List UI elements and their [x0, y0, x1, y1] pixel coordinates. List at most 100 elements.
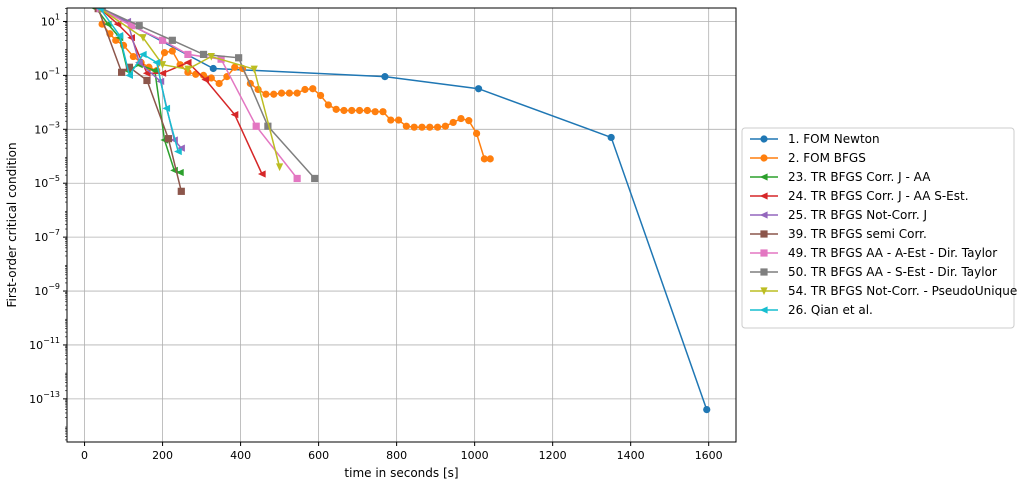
legend-label: 54. TR BFGS Not-Corr. - PseudoUnique	[788, 284, 1017, 298]
legend-label: 2. FOM BFGS	[788, 151, 866, 165]
data-point	[486, 155, 494, 163]
data-point	[441, 122, 449, 130]
data-point	[355, 106, 364, 115]
data-point	[301, 85, 309, 94]
data-point	[703, 405, 711, 414]
data-point	[418, 123, 426, 131]
data-point	[199, 71, 208, 79]
data-point	[293, 89, 301, 97]
data-point	[394, 116, 403, 124]
legend: 1. FOM Newton 2. FOM BFGS 23. TR BFGS Corr…	[741, 127, 1017, 329]
data-point	[285, 89, 293, 97]
data-point	[201, 75, 210, 84]
legend-item: 25. TR BFGS Not-Corr. J	[750, 208, 927, 222]
legend-item: 26. Qian et al.	[750, 303, 873, 317]
data-point	[262, 90, 270, 98]
data-point	[250, 65, 258, 74]
series-10	[96, 8, 182, 156]
series-line	[99, 8, 708, 410]
y-tick-label: 10−9	[34, 282, 60, 298]
data-point	[607, 133, 615, 142]
data-point	[324, 101, 332, 109]
data-point	[235, 54, 243, 62]
data-point	[379, 108, 387, 116]
x-tick-label: 1000	[461, 449, 489, 462]
data-point	[164, 135, 173, 143]
series-line	[99, 8, 281, 168]
x-tick-label: 0	[81, 449, 88, 462]
data-point	[184, 65, 192, 74]
data-point	[449, 118, 457, 127]
y-tick-label: 10−13	[29, 390, 60, 406]
legend-marker	[760, 249, 768, 257]
series-layer	[92, 8, 711, 414]
data-point	[135, 22, 143, 30]
legend-item: 23. TR BFGS Corr. J - AA	[750, 170, 931, 184]
y-tick-label: 10−3	[34, 120, 60, 136]
series-line	[97, 8, 183, 192]
legend-marker	[760, 230, 768, 238]
data-point	[410, 123, 418, 131]
data-point	[96, 8, 104, 13]
legend-marker	[760, 287, 768, 296]
data-point	[402, 122, 410, 130]
data-point	[158, 61, 167, 69]
data-point	[433, 123, 442, 131]
data-point	[177, 144, 185, 152]
x-axis-label: time in seconds [s]	[344, 466, 458, 480]
data-point	[183, 58, 192, 67]
data-point	[115, 31, 124, 40]
data-point	[158, 36, 167, 44]
y-tick-label: 10−1	[34, 66, 60, 82]
data-point	[371, 108, 379, 116]
y-tick-label: 101	[41, 12, 60, 28]
data-point	[168, 36, 176, 44]
legend-box	[741, 127, 1015, 329]
data-point	[474, 85, 483, 93]
legend-item: 1. FOM Newton	[750, 132, 880, 146]
data-point	[277, 89, 286, 97]
data-point	[270, 90, 278, 98]
data-point	[332, 105, 340, 113]
data-point	[457, 114, 465, 123]
data-point	[316, 91, 325, 100]
x-tick-label: 1400	[617, 449, 645, 462]
data-point	[152, 58, 161, 67]
data-point	[158, 69, 167, 77]
series-1	[96, 8, 711, 414]
data-point	[348, 106, 356, 115]
y-tick-label: 10−7	[34, 228, 60, 244]
data-point	[426, 123, 434, 131]
data-point	[309, 85, 317, 93]
data-point	[311, 174, 319, 183]
legend-marker	[759, 192, 768, 200]
legend-marker	[760, 154, 768, 162]
data-point	[387, 116, 395, 124]
legend-label: 23. TR BFGS Corr. J - AA	[788, 170, 931, 184]
legend-marker	[759, 173, 768, 181]
data-point	[138, 50, 147, 59]
x-tick-label: 1600	[695, 449, 723, 462]
data-point	[143, 76, 151, 85]
legend-label: 49. TR BFGS AA - A-Est - Dir. Taylor	[788, 246, 997, 260]
y-axis-label: First-order critical condition	[5, 142, 19, 307]
y-tick-label: 10−5	[34, 174, 60, 190]
legend-label: 50. TR BFGS AA - S-Est - Dir. Taylor	[788, 265, 997, 279]
data-point	[135, 58, 143, 67]
data-point	[139, 34, 147, 42]
legend-item: 49. TR BFGS AA - A-Est - Dir. Taylor	[750, 246, 997, 260]
data-point	[177, 187, 185, 195]
data-point	[125, 71, 134, 79]
legend-item: 2. FOM BFGS	[750, 151, 866, 165]
data-point	[264, 122, 272, 130]
data-point	[129, 52, 137, 61]
legend-marker	[759, 211, 768, 219]
data-point	[209, 64, 217, 73]
data-point	[275, 163, 284, 172]
legend-marker	[760, 268, 768, 276]
data-point	[199, 50, 208, 59]
legend-label: 26. Qian et al.	[788, 303, 873, 317]
legend-label: 25. TR BFGS Not-Corr. J	[788, 208, 927, 222]
data-point	[472, 129, 481, 138]
